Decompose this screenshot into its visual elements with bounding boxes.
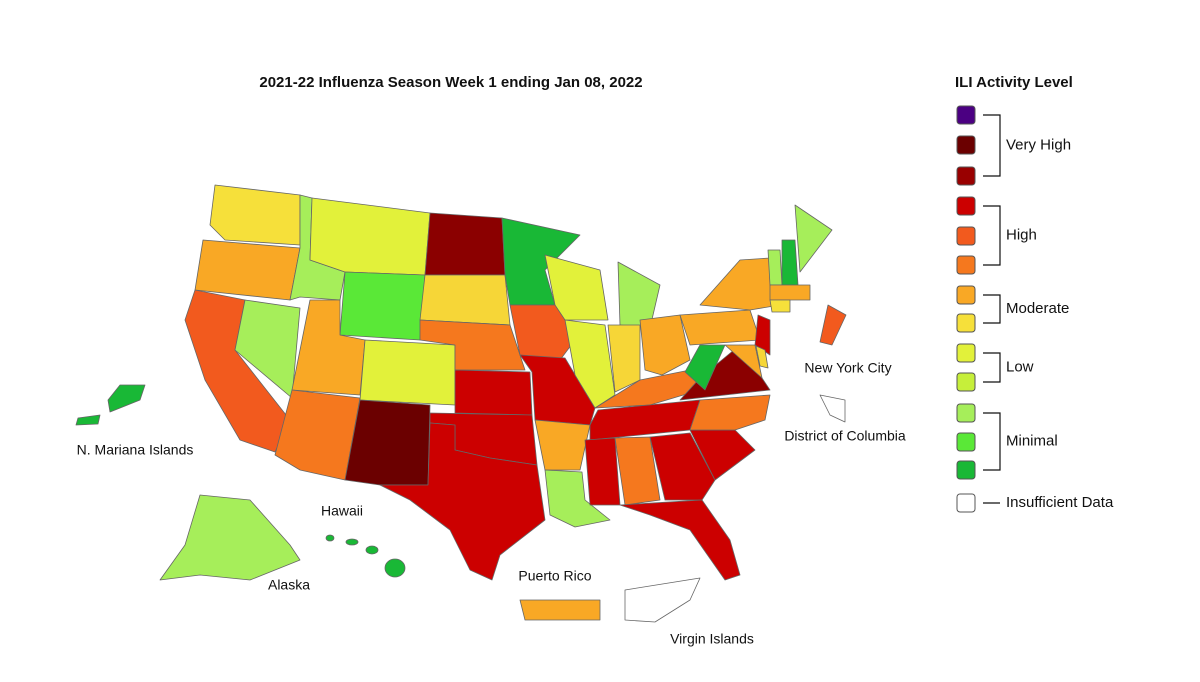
state (639, 314, 691, 376)
legend-label: Minimal (1006, 432, 1058, 449)
state (454, 369, 533, 416)
state (649, 432, 716, 501)
state (769, 284, 811, 301)
state (534, 419, 591, 471)
state (274, 389, 361, 481)
state (544, 469, 611, 528)
territory-label: N. Mariana Islands (77, 442, 194, 458)
map-labels: N. Mariana Islands Hawaii Alaska Puerto … (77, 360, 906, 647)
legend-label: Very High (1006, 136, 1071, 153)
state (614, 436, 661, 506)
state (359, 339, 456, 406)
legend-label: High (1006, 226, 1037, 243)
legend-swatch (956, 226, 976, 246)
legend-label: Low (1006, 358, 1034, 375)
legend-bracket (983, 205, 1001, 266)
mariana (75, 384, 146, 426)
state (419, 274, 511, 326)
legend-bracket (983, 294, 1001, 324)
legend-swatch (956, 105, 976, 125)
hawaii (325, 534, 406, 578)
state (379, 422, 546, 581)
state (194, 239, 301, 301)
dc-inset (819, 394, 846, 423)
legend-swatch (956, 343, 976, 363)
territory-label: District of Columbia (784, 428, 906, 444)
legend-label: Moderate (1006, 300, 1069, 317)
virgin-islands (624, 577, 701, 623)
puerto-rico (519, 599, 601, 621)
state (619, 499, 741, 581)
legend-bracket (983, 352, 1001, 383)
legend-swatch (956, 493, 976, 513)
legend-swatch (956, 166, 976, 186)
legend-swatch (956, 313, 976, 333)
territory-label: Hawaii (321, 503, 363, 519)
map-title: 2021-22 Influenza Season Week 1 ending J… (259, 74, 642, 91)
legend-swatch (956, 403, 976, 423)
legend-label: Insufficient Data (1006, 494, 1114, 511)
legend-swatch (956, 372, 976, 392)
legend-swatch (956, 285, 976, 305)
territory-label: Alaska (268, 577, 310, 593)
state (754, 314, 771, 356)
map (75, 184, 847, 623)
legend-swatch (956, 255, 976, 275)
nyc-inset (819, 304, 847, 346)
legend-swatch (956, 432, 976, 452)
alaska (159, 494, 301, 581)
legend-bracket (983, 114, 1001, 177)
legend-swatch (956, 135, 976, 155)
state (755, 345, 769, 369)
state (339, 271, 426, 341)
legend-swatch (956, 196, 976, 216)
state (689, 394, 771, 431)
legend-bracket (983, 412, 1001, 471)
state (344, 399, 431, 486)
state (767, 249, 783, 286)
legend-swatch (956, 460, 976, 480)
state (769, 299, 791, 313)
state (679, 309, 761, 346)
state (584, 437, 621, 506)
legend-title: ILI Activity Level (955, 74, 1073, 91)
state (544, 254, 609, 321)
legend: ILI Activity Level Very High High Moderate… (955, 74, 1114, 513)
state (424, 212, 506, 276)
territory-label: Virgin Islands (670, 631, 754, 647)
state (794, 204, 833, 273)
territory-label: New York City (804, 360, 891, 376)
state (781, 239, 799, 286)
state (209, 184, 301, 246)
territory-label: Puerto Rico (518, 568, 591, 584)
state (724, 344, 763, 379)
